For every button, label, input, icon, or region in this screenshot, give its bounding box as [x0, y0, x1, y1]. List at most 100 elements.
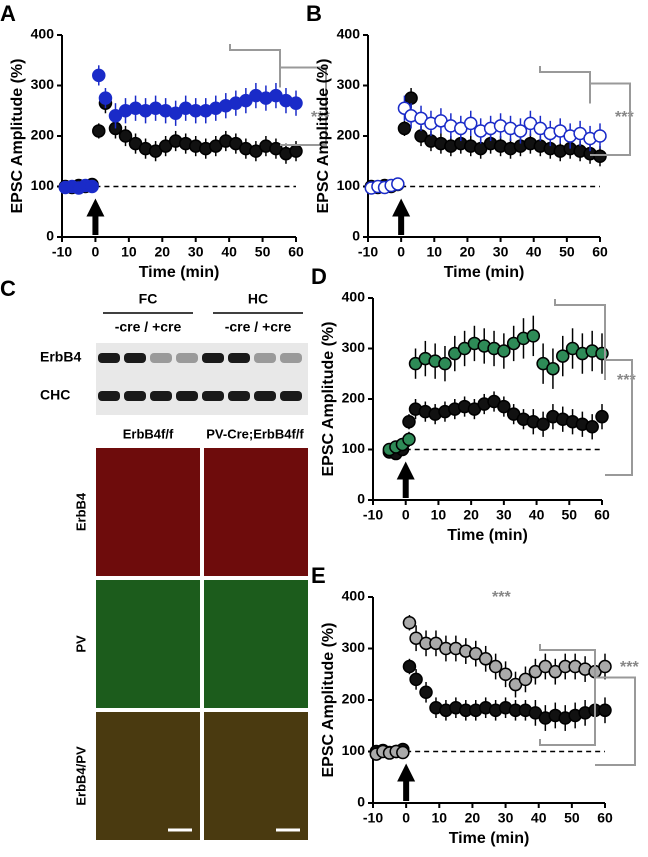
x-tick-label: 60 — [597, 810, 613, 826]
x-tick-label: 30 — [493, 244, 509, 260]
data-point — [402, 414, 416, 429]
data-point — [488, 659, 503, 674]
image-row-label: ErbB4 — [73, 492, 88, 531]
data-point — [593, 149, 607, 163]
y-tick-label: 200 — [31, 127, 55, 143]
data-point — [513, 124, 528, 138]
y-tick-label: 300 — [337, 76, 361, 92]
x-tick-label: 30 — [498, 810, 514, 826]
x-tick-label: 60 — [592, 244, 608, 260]
significance-bracket — [605, 359, 633, 476]
significance-label: *** — [615, 109, 634, 126]
blot-band — [176, 391, 198, 401]
x-tick-label: 10 — [426, 244, 442, 260]
x-tick-label: 20 — [154, 244, 170, 260]
data-point — [118, 129, 133, 143]
y-axis-title: EPSC Amplitude (%) — [9, 59, 26, 214]
y-tick-label: 400 — [337, 26, 361, 42]
x-tick-label: 30 — [496, 507, 512, 523]
stimulus-arrow — [392, 198, 411, 235]
data-point — [402, 659, 417, 674]
y-tick-label: 300 — [31, 76, 55, 92]
blot-band — [98, 353, 120, 363]
data-point — [85, 179, 99, 194]
x-tick-label: 20 — [463, 507, 479, 523]
data-point — [98, 91, 113, 105]
x-tick-label: -10 — [363, 810, 383, 826]
significance-bracket — [280, 66, 327, 146]
data-point — [409, 672, 423, 687]
x-tick-label: 0 — [402, 810, 410, 826]
group-label: HC — [248, 291, 268, 307]
image-column-label: ErbB4f/f — [123, 426, 174, 441]
panel-label: B — [306, 1, 322, 26]
condition-label: -cre / +cre — [225, 319, 292, 335]
y-tick-label: 0 — [357, 491, 365, 507]
data-point — [593, 129, 607, 143]
significance-label: *** — [617, 372, 636, 389]
x-tick-label: 40 — [526, 244, 542, 260]
data-point — [397, 121, 412, 136]
y-tick-label: 100 — [31, 177, 55, 193]
data-point — [391, 177, 405, 191]
x-tick-label: 30 — [188, 244, 204, 260]
y-tick-label: 100 — [342, 440, 366, 456]
blot-row-label: ErbB4 — [40, 349, 81, 365]
y-axis-title: EPSC Amplitude (%) — [320, 322, 337, 477]
x-tick-label: 10 — [121, 244, 137, 260]
stimulus-arrow — [86, 198, 105, 235]
micrograph — [96, 580, 200, 708]
y-tick-label: 400 — [342, 289, 366, 305]
x-axis-title: Time (min) — [447, 527, 528, 544]
significance-label: *** — [492, 589, 511, 606]
data-point — [289, 144, 303, 158]
x-tick-label: 10 — [431, 810, 447, 826]
blot-band — [150, 353, 172, 363]
data-point — [402, 432, 416, 447]
x-axis-title: Time (min) — [449, 830, 530, 847]
condition-label: -cre / +cre — [115, 319, 182, 335]
data-point — [463, 116, 478, 131]
x-axis-title: Time (min) — [444, 264, 525, 281]
blot-band — [228, 391, 250, 401]
data-point — [478, 652, 493, 666]
data-point — [497, 344, 511, 358]
y-tick-label: 0 — [46, 228, 54, 244]
y-tick-label: 400 — [342, 588, 366, 604]
x-tick-label: -10 — [52, 244, 72, 260]
blot-band — [124, 353, 146, 363]
x-tick-label: 0 — [92, 244, 100, 260]
image-row-label: ErbB4/PV — [73, 746, 88, 806]
significance-bracket — [539, 644, 596, 698]
significance-label: *** — [620, 659, 639, 676]
blot-band — [124, 391, 146, 401]
x-tick-label: 0 — [397, 244, 405, 260]
blot-band — [98, 391, 120, 401]
data-point — [396, 745, 410, 760]
significance-bracket — [229, 44, 281, 88]
blot-band — [280, 391, 302, 401]
y-tick-label: 100 — [342, 742, 366, 758]
y-tick-label: 200 — [342, 390, 366, 406]
significance-bracket — [590, 82, 631, 156]
significance-bracket — [539, 697, 596, 746]
x-tick-label: 40 — [221, 244, 237, 260]
x-tick-label: 0 — [402, 507, 410, 523]
significance-bracket — [554, 299, 606, 380]
significance-bracket — [595, 676, 636, 766]
x-tick-label: 10 — [431, 507, 447, 523]
data-point — [595, 346, 609, 361]
data-point — [419, 685, 433, 700]
image-column-label: PV-Cre;ErbB4f/f — [206, 426, 304, 441]
x-tick-label: 50 — [561, 507, 577, 523]
data-point — [497, 399, 511, 414]
x-tick-label: 20 — [460, 244, 476, 260]
y-tick-label: 200 — [342, 691, 366, 707]
blot-row-label: CHC — [40, 387, 70, 403]
panel-label: E — [311, 563, 326, 588]
x-tick-label: 50 — [564, 810, 580, 826]
micrograph — [96, 448, 200, 576]
y-tick-label: 300 — [342, 339, 366, 355]
x-tick-label: 60 — [288, 244, 304, 260]
y-tick-label: 0 — [352, 228, 360, 244]
